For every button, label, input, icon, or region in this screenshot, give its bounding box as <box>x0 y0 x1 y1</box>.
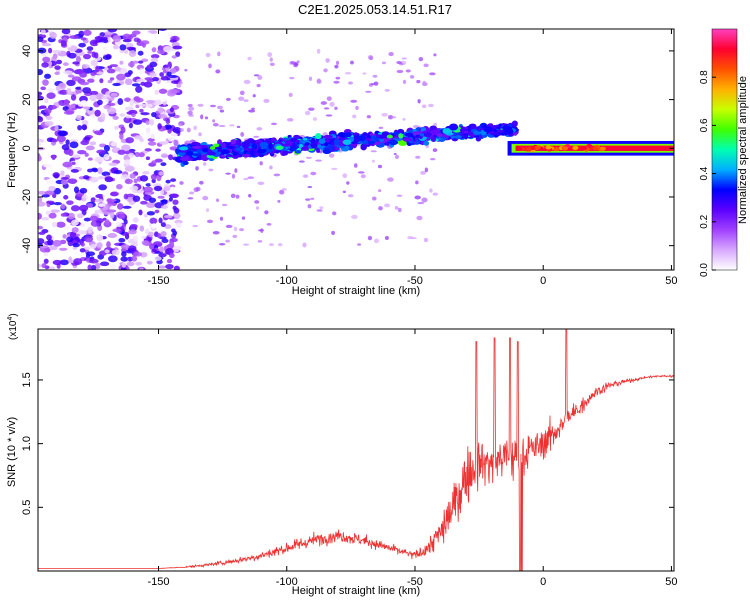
colorbar-tick-label: 0.8 <box>699 70 710 84</box>
x-tick-label: 50 <box>665 275 677 287</box>
snr-series-line <box>38 329 674 571</box>
x-tick-label: 0 <box>540 576 546 588</box>
spectrogram-y-label: Frequency (Hz) <box>6 112 18 188</box>
x-tick-label: -50 <box>407 275 423 287</box>
y-tick-label: 0 <box>21 145 33 151</box>
snr-y-axis: 0.5 1.0 1.5 <box>21 372 674 515</box>
multiplier-exponent: 4 <box>7 317 14 321</box>
x-tick-label: -50 <box>407 576 423 588</box>
y-tick-label: 20 <box>21 93 33 105</box>
colorbar-tick-label: 0.4 <box>699 166 710 180</box>
x-tick-label: -150 <box>148 576 170 588</box>
spectrogram-x-label: Height of straight line (km) <box>292 285 420 297</box>
colorbar-tick-label: 0.6 <box>699 118 710 132</box>
y-tick-label: -20 <box>21 189 33 205</box>
snr-y-label: SNR (10 * v/v) <box>6 417 18 487</box>
x-tick-label: -150 <box>148 275 170 287</box>
figure-title: C2E1.2025.053.14.51.R17 <box>298 2 452 17</box>
spectrogram-y-axis: -40 -20 0 20 40 <box>21 45 674 254</box>
colorbar-tick-label: 0.0 <box>699 263 710 277</box>
colorbar-tick-label: 0.2 <box>699 214 710 228</box>
colorbar: 0.0 0.2 0.4 0.6 0.8 Normalized spectral ampl… <box>699 28 749 277</box>
heatmap-cells <box>38 29 674 270</box>
snr-x-axis: -150 -100 -50 0 50 <box>148 329 678 588</box>
snr-panel: -150 -100 -50 0 50 0.5 1.0 1.5 Height of strai… <box>6 313 678 597</box>
colorbar-label: Normalized spectral amplitude <box>737 76 749 224</box>
colorbar-ticks: 0.0 0.2 0.4 0.6 0.8 <box>699 70 716 277</box>
colorbar-gradient <box>711 28 738 271</box>
spectrogram-frame <box>37 28 675 271</box>
multiplier-base: (x10 <box>8 320 19 340</box>
y-tick-label: 1.5 <box>21 372 33 387</box>
y-tick-label: 0.5 <box>21 500 33 515</box>
y-tick-label: 1.0 <box>21 436 33 451</box>
spectrogram-x-axis: -150 -100 -50 0 50 <box>148 29 678 287</box>
x-tick-label: -100 <box>276 275 298 287</box>
y-tick-label: 40 <box>21 45 33 57</box>
snr-x-label: Height of straight line (km) <box>292 585 420 597</box>
x-tick-label: -100 <box>276 576 298 588</box>
svg-text:(x104): (x104) <box>7 313 19 340</box>
snr-multiplier: (x104) <box>7 313 19 340</box>
x-tick-label: 0 <box>540 275 546 287</box>
x-tick-label: 50 <box>665 576 677 588</box>
y-tick-label: -40 <box>21 238 33 254</box>
spectrogram-panel: -150 -100 -50 0 50 -40 -20 0 20 40 Height of str… <box>6 28 678 297</box>
snr-frame <box>37 328 675 572</box>
